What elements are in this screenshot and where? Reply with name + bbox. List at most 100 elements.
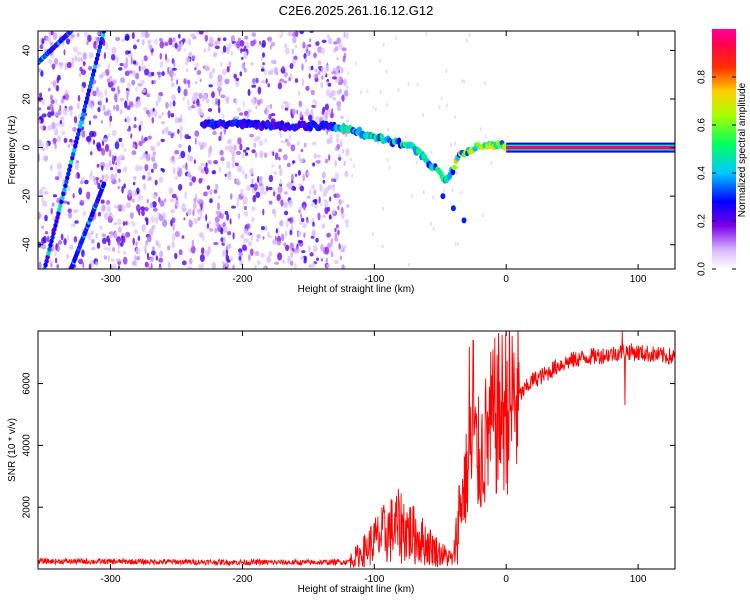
noise-speck <box>207 46 211 52</box>
noise-speck <box>135 241 138 247</box>
noise-speck <box>262 52 265 58</box>
noise-speck <box>79 199 85 206</box>
noise-speck <box>284 107 289 111</box>
noise-speck <box>168 37 173 46</box>
noise-speck <box>180 150 186 159</box>
noise-speck <box>104 173 109 181</box>
noise-speck <box>297 239 303 244</box>
noise-speck <box>325 257 329 263</box>
noise-speck <box>148 40 151 49</box>
noise-speck <box>188 248 192 253</box>
noise-speck <box>114 162 118 166</box>
noise-speck <box>326 138 330 144</box>
noise-speck <box>221 68 227 76</box>
noise-speck <box>135 247 141 254</box>
noise-speck <box>344 170 349 178</box>
noise-speck <box>144 207 149 212</box>
noise-speck <box>257 175 260 184</box>
noise-speck <box>68 105 73 111</box>
noise-speck <box>60 116 65 121</box>
noise-speck <box>165 101 169 109</box>
noise-speck <box>92 139 96 145</box>
noise-speck <box>159 40 165 49</box>
noise-speck <box>51 216 57 220</box>
noise-speck <box>379 58 382 63</box>
noise-speck <box>213 52 218 58</box>
noise-speck <box>235 162 239 167</box>
noise-speck <box>142 175 146 180</box>
noise-speck <box>334 232 338 239</box>
noise-speck <box>241 170 245 175</box>
noise-speck <box>387 127 389 132</box>
noise-speck <box>177 117 183 123</box>
noise-speck <box>207 150 211 159</box>
noise-speck <box>71 57 75 65</box>
noise-speck <box>208 227 214 232</box>
noise-speck <box>281 31 284 36</box>
noise-speck <box>141 59 144 67</box>
noise-speck <box>117 218 122 226</box>
noise-speck <box>198 263 202 269</box>
noise-speck <box>302 173 306 182</box>
noise-speck <box>329 249 332 253</box>
noise-speck <box>338 43 343 50</box>
noise-speck <box>128 70 133 74</box>
noise-speck <box>47 87 51 92</box>
noise-speck <box>260 80 266 84</box>
noise-speck <box>88 100 92 109</box>
noise-speck <box>237 137 242 145</box>
noise-speck <box>162 219 168 228</box>
noise-speck <box>149 256 154 263</box>
noise-speck <box>121 235 124 244</box>
noise-speck <box>337 37 340 45</box>
noise-speck <box>145 151 148 155</box>
noise-speck <box>146 199 149 204</box>
diagonal-stripe-2 <box>49 238 54 244</box>
diagonal-stripe-2 <box>51 230 56 236</box>
noise-speck <box>347 70 350 75</box>
noise-speck <box>115 36 121 42</box>
noise-speck <box>463 79 466 84</box>
noise-speck <box>269 44 272 50</box>
noise-speck <box>227 231 232 236</box>
noise-speck <box>230 35 235 43</box>
x-tick-label: -100 <box>364 274 384 285</box>
diagonal-stripe-2 <box>46 250 51 256</box>
noise-speck <box>171 155 175 162</box>
noise-speck <box>110 173 115 181</box>
noise-speck <box>283 80 288 84</box>
noise-speck <box>99 99 102 108</box>
noise-speck <box>95 261 99 266</box>
noise-speck <box>301 250 306 254</box>
noise-speck <box>157 242 161 249</box>
noise-speck <box>273 171 277 176</box>
y-tick-label: -40 <box>22 237 33 252</box>
noise-speck <box>179 125 183 133</box>
noise-speck <box>83 32 89 38</box>
noise-speck <box>57 170 63 179</box>
noise-speck <box>291 222 294 229</box>
noise-speck <box>51 122 56 130</box>
noise-speck <box>381 244 384 249</box>
noise-speck <box>100 199 105 204</box>
x-tick-label: -200 <box>232 274 252 285</box>
noise-speck <box>321 65 324 74</box>
diagonal-stripe-1 <box>68 31 74 34</box>
noise-speck <box>150 145 156 152</box>
noise-speck <box>266 256 272 264</box>
noise-speck <box>236 107 242 112</box>
noise-speck <box>145 239 149 246</box>
noise-speck <box>119 154 125 159</box>
noise-speck <box>227 139 232 145</box>
noise-speck <box>312 244 318 253</box>
noise-speck <box>47 125 53 131</box>
noise-speck <box>55 123 60 127</box>
noise-speck <box>185 68 189 73</box>
diagonal-stripe-2 <box>86 87 92 94</box>
noise-speck <box>251 216 255 223</box>
noise-speck <box>208 84 213 88</box>
noise-speck <box>190 245 196 254</box>
noise-speck <box>298 206 302 211</box>
noise-speck <box>386 158 389 163</box>
